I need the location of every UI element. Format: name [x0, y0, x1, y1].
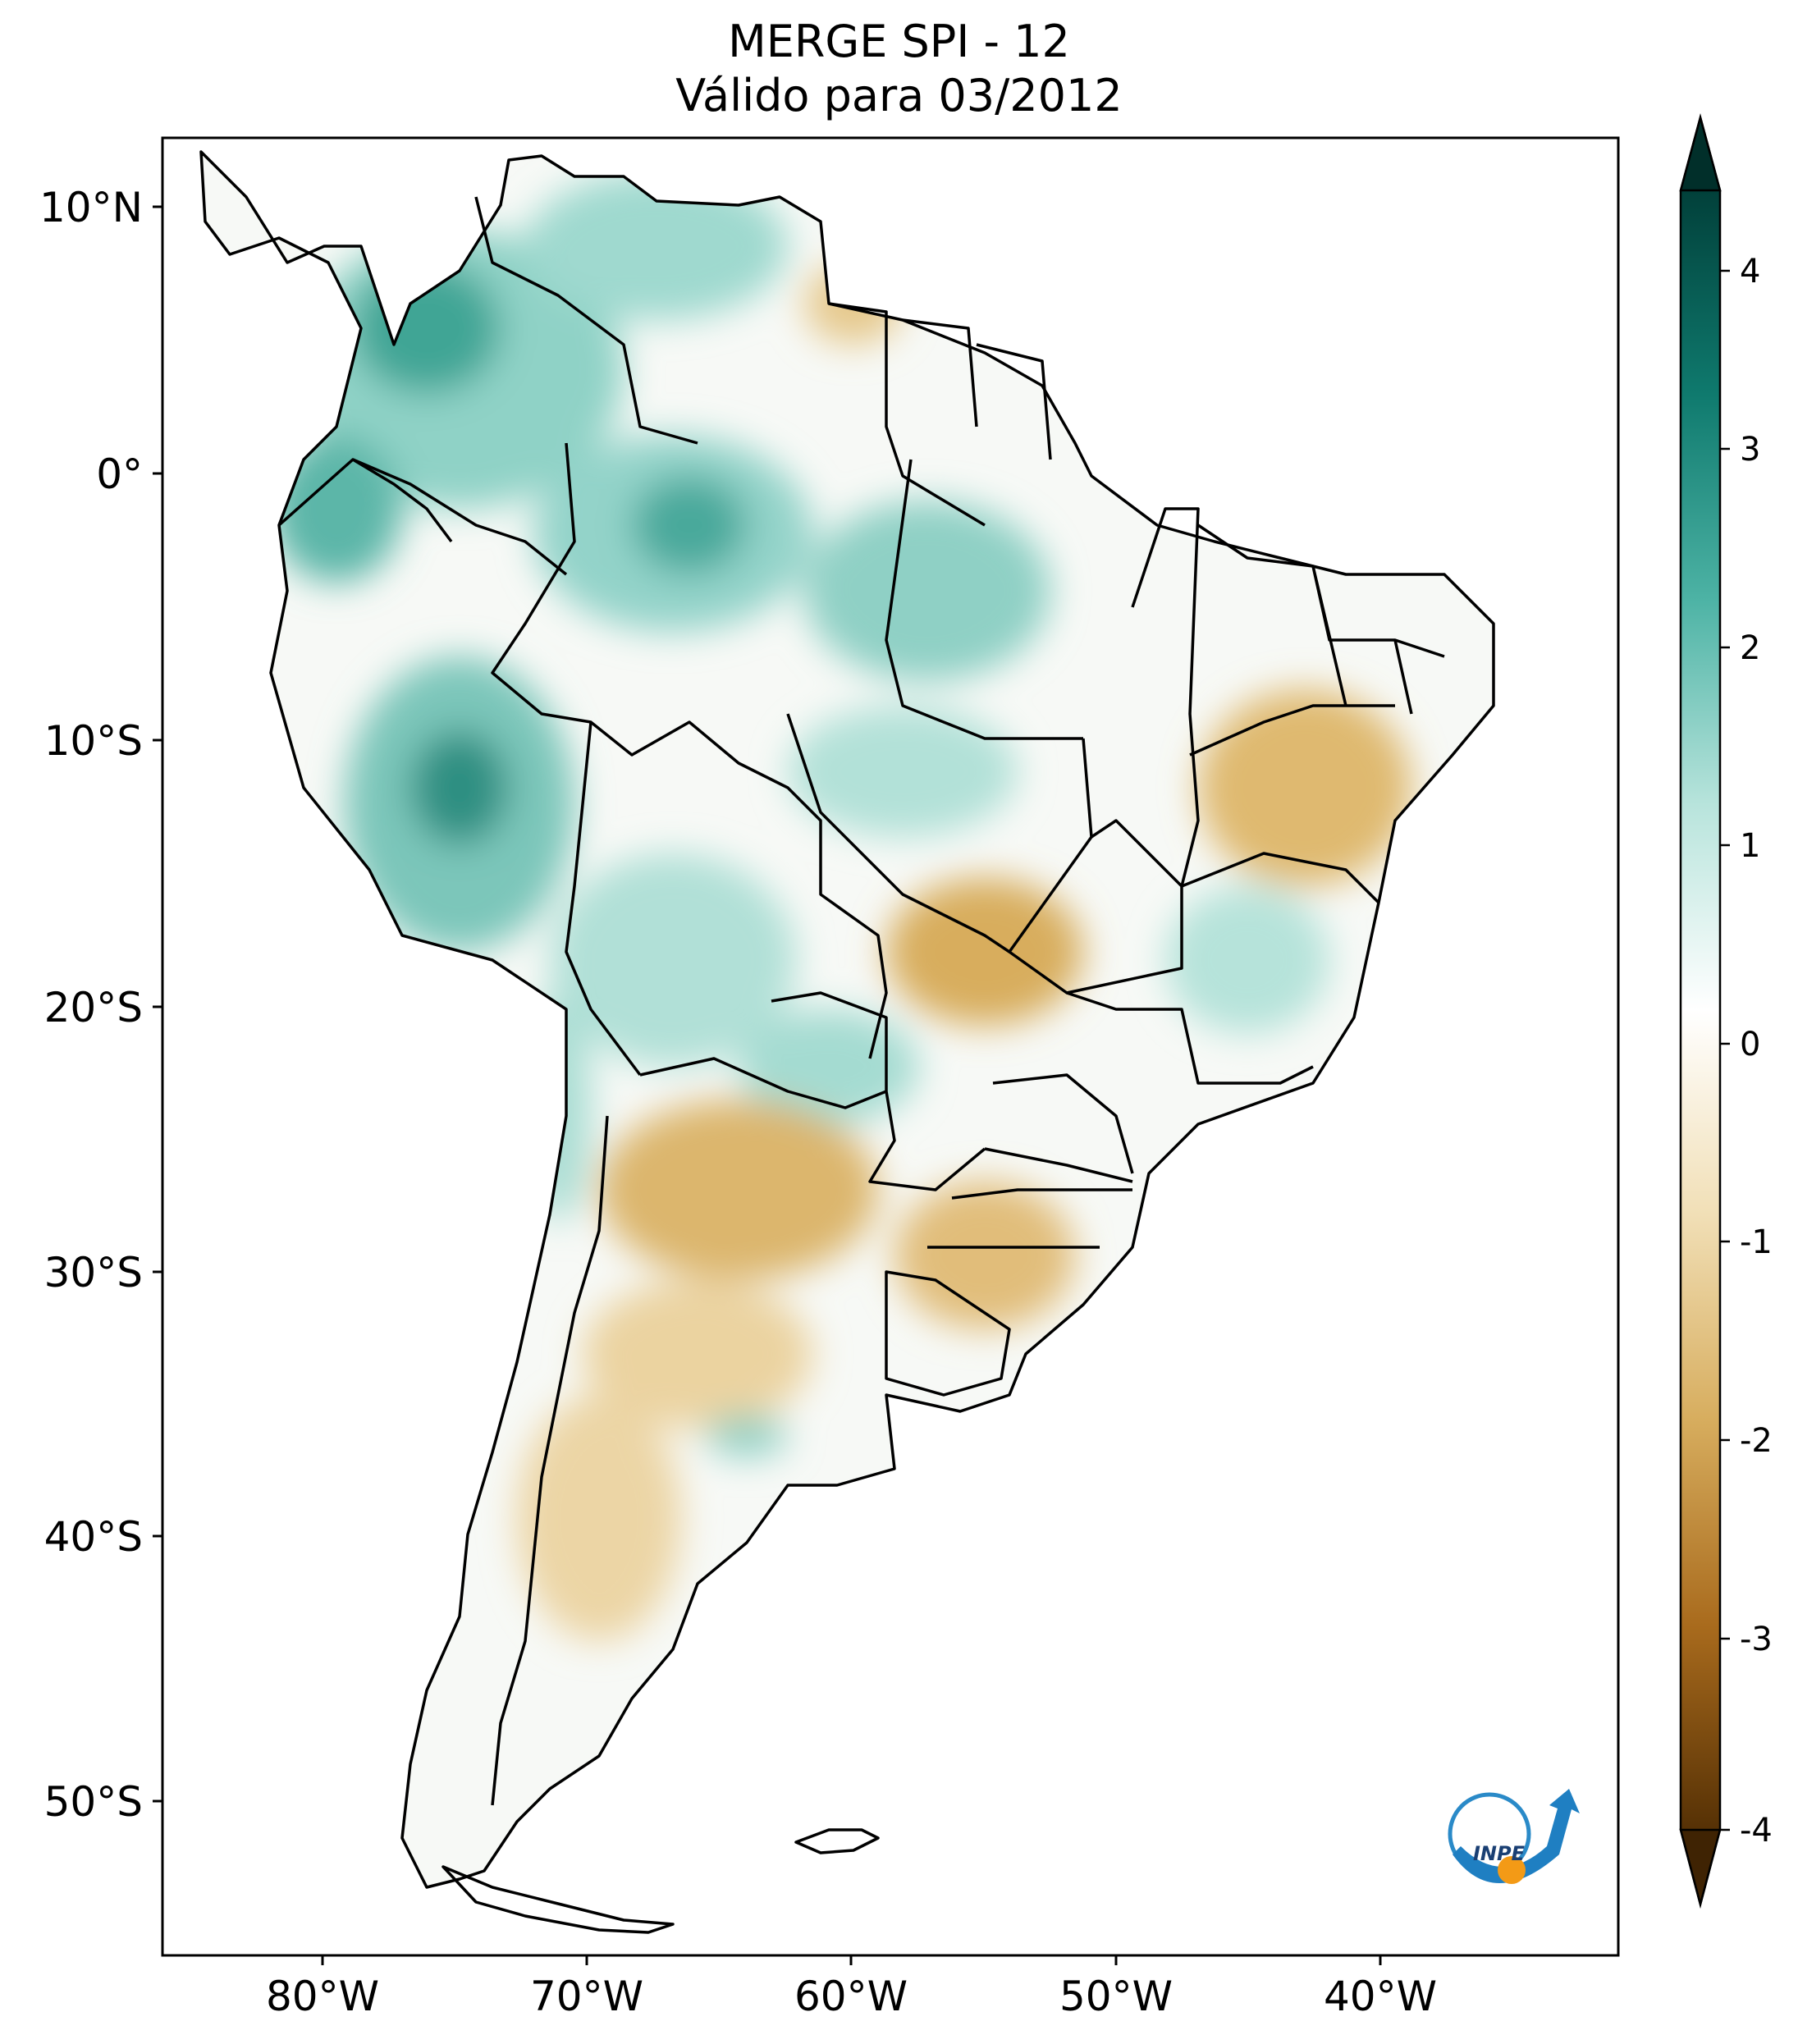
wet-anomaly-peru-core: [410, 730, 509, 845]
borders: [199, 150, 1495, 1934]
border-minas-sp: [1066, 991, 1314, 1085]
border-amazonas-para: [885, 459, 1083, 740]
border-argentina-chile: [491, 1115, 609, 1806]
border-parana-sc-rs: [927, 1188, 1132, 1249]
title-line-2: Válido para 03/2012: [675, 70, 1123, 121]
border-falklands: [794, 1828, 880, 1854]
colorbar-body: [1681, 190, 1720, 1830]
lon-label: 60°W: [794, 1973, 908, 2020]
wet-anomaly-minas: [1165, 886, 1329, 1034]
border-paraguay: [771, 991, 986, 1191]
dry-anomaly-argentina: [599, 1100, 878, 1280]
lat-label: 10°S: [44, 717, 143, 765]
wet-anomaly-la-pampa: [706, 1415, 788, 1456]
colorbar-label: -1: [1740, 1223, 1773, 1261]
dry-anomaly-pampas: [583, 1280, 812, 1428]
border-colombia-venezuela: [474, 196, 698, 445]
colorbar-outline: [1679, 113, 1722, 1909]
colorbar-label: -4: [1740, 1812, 1773, 1850]
logo-sun: [1498, 1856, 1526, 1884]
wet-anomaly-ecuador: [271, 435, 402, 583]
border-tocantins-bahia: [1131, 507, 1200, 887]
lat-label: 10°N: [39, 184, 143, 231]
border-goias: [1008, 819, 1183, 995]
inpe-logo: INPE: [1448, 1789, 1580, 1884]
continent-outline: [199, 150, 1495, 1889]
lon-label: 70°W: [530, 1973, 643, 2020]
logo-swoosh: [1453, 1789, 1580, 1883]
lat-axis: 10°N 0° 10°S 20°S 30°S 40°S 50°S: [39, 184, 162, 1826]
lat-label: 40°S: [44, 1513, 143, 1561]
dry-anomaly-south-brazil: [894, 1182, 1075, 1329]
border-ecuador-peru: [277, 458, 453, 543]
border-tierra-del-fuego: [441, 1865, 675, 1934]
lat-label: 50°S: [44, 1778, 143, 1826]
lon-label: 80°W: [266, 1973, 379, 2020]
lon-label: 40°W: [1324, 1973, 1437, 2020]
border-bolivia-argentina: [639, 1057, 887, 1109]
wet-anomaly-bolivia: [550, 853, 796, 1067]
colorbar-label: 3: [1740, 431, 1760, 469]
colorbar-label: 0: [1740, 1026, 1760, 1063]
logo-text: INPE: [1473, 1842, 1526, 1865]
wet-anomaly-venezuela: [525, 172, 788, 320]
colorbar-label: 2: [1740, 629, 1760, 667]
colorbar: 4 3 2 1 0 -1 -2 -3 -4: [1679, 113, 1773, 1909]
border-guianas: [902, 318, 1052, 460]
colorbar-extend-max: [1679, 113, 1722, 192]
lon-axis: 80°W 70°W 60°W 50°W 40°W: [266, 1955, 1437, 2020]
border-peru-bolivia: [565, 721, 642, 1077]
lat-label: 30°S: [44, 1249, 143, 1296]
lat-label: 0°: [96, 450, 143, 498]
colorbar-extend-min: [1679, 1828, 1722, 1909]
dry-anomaly-bahia: [1198, 689, 1411, 886]
border-sp-parana: [984, 1073, 1134, 1183]
wet-anomaly-para: [804, 501, 1050, 681]
border-colombia-peru: [352, 458, 568, 576]
border-brazil-north: [828, 302, 986, 527]
title-line-1: MERGE SPI - 12: [728, 16, 1070, 67]
wet-anomaly-amazon-core: [632, 476, 747, 574]
border-brazil-west: [491, 442, 888, 1059]
dry-anomaly-patagonia: [517, 1395, 681, 1641]
colorbar-label: 4: [1740, 253, 1760, 290]
lat-label: 20°S: [44, 984, 143, 1031]
border-bahia-minas: [1181, 704, 1395, 904]
colorbar-label: -2: [1740, 1422, 1773, 1460]
wet-anomaly-mato-grosso: [788, 706, 1018, 837]
border-northeast-states: [1197, 524, 1445, 715]
map-title: MERGE SPI - 12 Válido para 03/2012: [0, 15, 1798, 123]
colorbar-label: 1: [1740, 827, 1760, 865]
map-frame: [161, 136, 1620, 1957]
lon-label: 50°W: [1059, 1973, 1173, 2020]
colorbar-label: -3: [1740, 1621, 1773, 1658]
border-uruguay: [885, 1270, 1011, 1397]
